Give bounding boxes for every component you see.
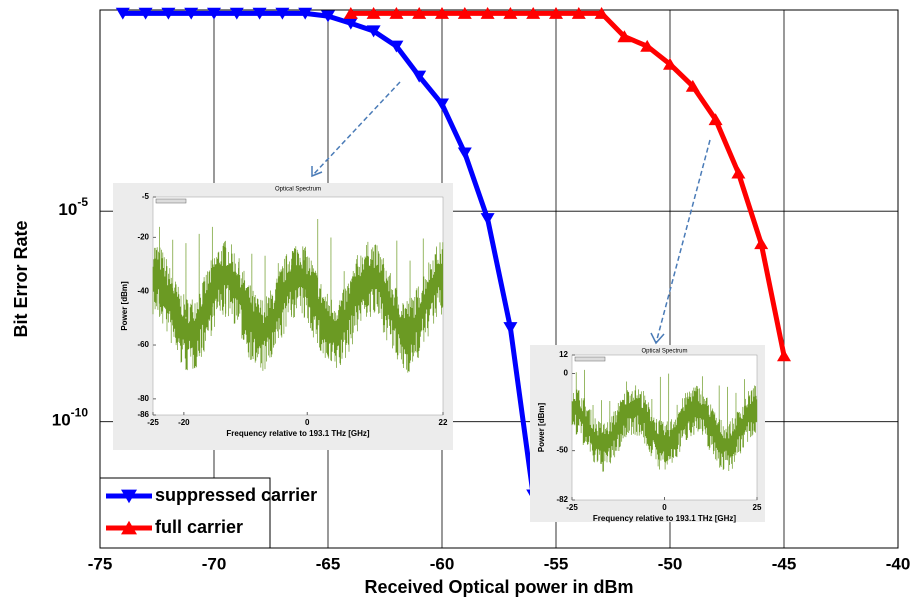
legend-text: suppressed carrier bbox=[155, 485, 317, 505]
inset-x-tick-label: 22 bbox=[439, 418, 448, 427]
x-tick-label: -50 bbox=[658, 554, 683, 573]
inset-legend-chip bbox=[156, 199, 186, 203]
y-axis-label: Bit Error Rate bbox=[11, 220, 31, 337]
x-tick-label: -45 bbox=[772, 554, 797, 573]
chart: Optical Spectrum -25 -20 0 22 -5 -20 -40 -60 -80 -… bbox=[0, 0, 910, 605]
x-tick-label: -65 bbox=[316, 554, 341, 573]
x-tick-label: -60 bbox=[430, 554, 455, 573]
x-tick-label: -70 bbox=[202, 554, 227, 573]
inset-x-tick-label: -20 bbox=[178, 418, 190, 427]
inset-y-tick-label: -50 bbox=[556, 446, 568, 455]
inset-title: Optical Spectrum bbox=[275, 187, 321, 193]
x-tick-label: -75 bbox=[88, 554, 113, 573]
inset-y-tick-label: 12 bbox=[559, 350, 568, 359]
y-tick-label: 10-10 bbox=[52, 406, 89, 430]
inset-y-tick-label: 0 bbox=[564, 369, 569, 378]
inset-x-label: Frequency relative to 193.1 THz [GHz] bbox=[226, 429, 369, 438]
inset-y-label: Power [dBm] bbox=[120, 281, 129, 331]
inset-plot bbox=[153, 197, 443, 415]
y-tick-label: 10-5 bbox=[58, 195, 88, 219]
inset-y-tick-label: -60 bbox=[137, 340, 149, 349]
legend-text: full carrier bbox=[155, 517, 243, 537]
inset-x-tick-label: 0 bbox=[305, 418, 310, 427]
inset-y-tick-label: -80 bbox=[137, 394, 149, 403]
x-tick-label: -40 bbox=[886, 554, 910, 573]
inset: Optical Spectrum -25 0 25 12 0 -50 -82 Frequency… bbox=[530, 345, 765, 523]
x-tick-label: -55 bbox=[544, 554, 569, 573]
inset-y-label: Power [dBm] bbox=[537, 403, 546, 453]
inset-y-tick-label: -86 bbox=[137, 410, 149, 419]
x-axis-label: Received Optical power in dBm bbox=[364, 577, 633, 597]
inset-title: Optical Spectrum bbox=[641, 349, 687, 355]
inset-y-tick-label: -5 bbox=[142, 192, 150, 201]
inset: Optical Spectrum -25 -20 0 22 -5 -20 -40 -60 -80 -… bbox=[113, 183, 453, 450]
inset-y-tick-label: -40 bbox=[137, 286, 149, 295]
inset-x-label: Frequency relative to 193.1 THz [GHz] bbox=[593, 514, 736, 523]
inset-x-tick-label: 25 bbox=[753, 503, 762, 512]
inset-legend-chip bbox=[575, 357, 605, 361]
inset-y-tick-label: -82 bbox=[556, 495, 568, 504]
inset-y-tick-label: -20 bbox=[137, 232, 149, 241]
inset-x-tick-label: -25 bbox=[147, 418, 159, 427]
inset-x-tick-label: -25 bbox=[566, 503, 578, 512]
inset-x-tick-label: 0 bbox=[662, 503, 667, 512]
